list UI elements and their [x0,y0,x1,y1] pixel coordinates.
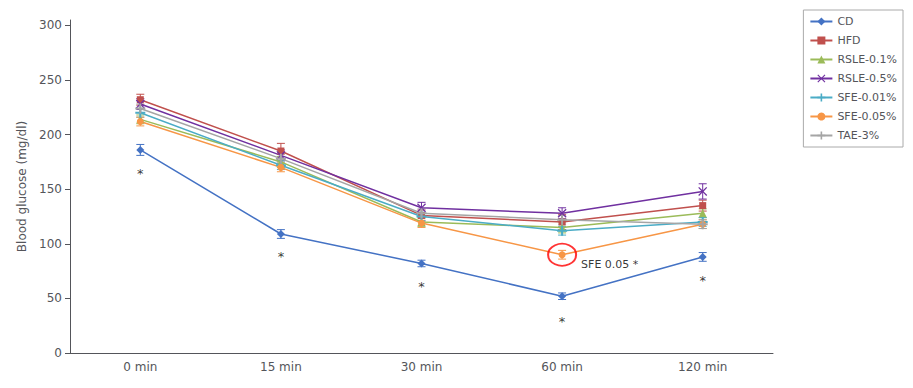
svg-text:SFE 0.05 *: SFE 0.05 * [581,258,639,271]
svg-text:RSLE-0.5%: RSLE-0.5% [837,72,897,85]
svg-text:*: * [278,249,285,264]
svg-text:0: 0 [54,346,62,360]
svg-text:RSLE-0.1%: RSLE-0.1% [837,53,897,66]
svg-text:*: * [559,314,566,329]
svg-text:15 min: 15 min [260,360,302,374]
svg-text:200: 200 [39,128,62,142]
svg-text:CD: CD [837,15,853,28]
svg-text:250: 250 [39,73,62,87]
svg-text:Blood glucose (mg/dl): Blood glucose (mg/dl) [15,121,29,252]
svg-text:120 min: 120 min [678,360,727,374]
svg-text:150: 150 [39,182,62,196]
svg-text:*: * [418,279,425,294]
svg-text:0 min: 0 min [123,360,157,374]
svg-text:SFE-0.05%: SFE-0.05% [837,110,896,123]
svg-text:60 min: 60 min [541,360,583,374]
svg-text:HFD: HFD [837,34,860,47]
svg-text:100: 100 [39,237,62,251]
svg-text:TAE-3%: TAE-3% [836,129,879,142]
svg-text:50: 50 [47,291,62,305]
svg-text:30 min: 30 min [401,360,443,374]
svg-text:*: * [699,273,706,288]
svg-text:*: * [137,166,144,181]
svg-text:300: 300 [39,18,62,32]
svg-text:SFE-0.01%: SFE-0.01% [837,91,896,104]
